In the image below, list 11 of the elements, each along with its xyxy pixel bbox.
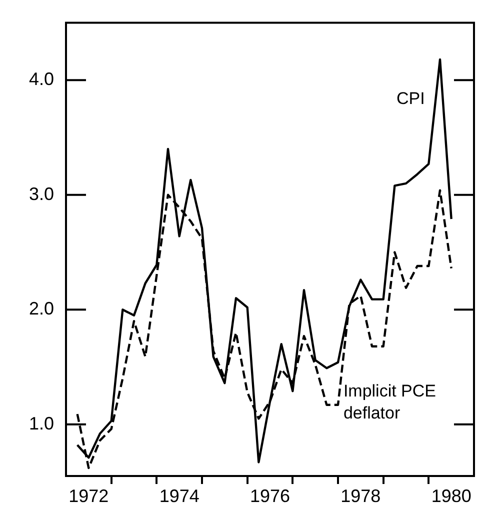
x-tick-label: 1972 (68, 486, 109, 506)
y-tick-label: 4.0 (28, 69, 54, 90)
y-tick-label: 2.0 (28, 298, 54, 319)
x-tick-label: 1976 (250, 486, 290, 506)
x-tick-label: 1980 (431, 486, 472, 506)
y-tick-label: 3.0 (28, 184, 54, 204)
series-label: CPI (396, 88, 425, 108)
series-label: Implicit PCE deflator (343, 381, 436, 422)
y-tick-label: 1.0 (28, 413, 54, 434)
x-tick-label: 1974 (159, 486, 200, 506)
x-tick-label: 1978 (340, 486, 381, 506)
